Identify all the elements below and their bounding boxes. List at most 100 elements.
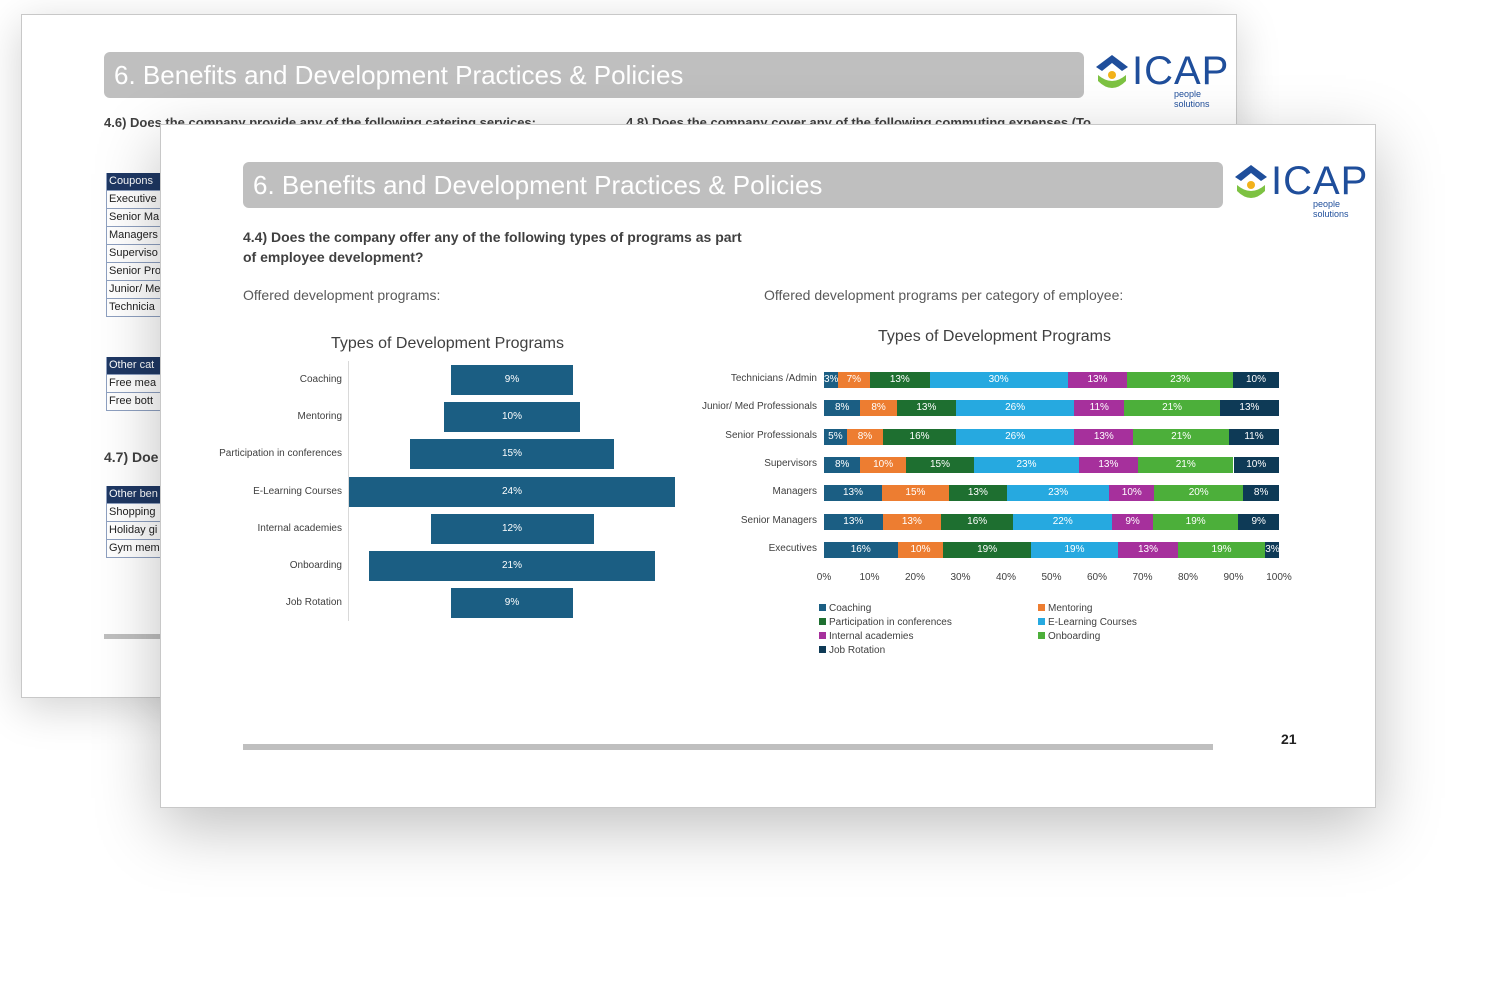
bar-segment: 26% (955, 400, 1075, 417)
legend-label: Internal academies (829, 631, 914, 642)
bar: 9% (450, 588, 574, 619)
bar-segment: 20% (1154, 485, 1244, 502)
x-tick-label: 100% (1266, 572, 1292, 583)
logo-subtitle: people solutions (1313, 199, 1349, 219)
bar-segment: 9% (1112, 513, 1153, 530)
left-chart-label: Offered development programs: (243, 287, 441, 303)
bar: 21% (369, 551, 655, 581)
bar-category-label: Participation in conferences (219, 448, 342, 460)
bar-segment: 19% (943, 541, 1031, 558)
left-chart: Coaching 9% Mentoring 10% Participation in c… (161, 125, 1375, 807)
legend-label: Onboarding (1048, 631, 1101, 642)
left-chart-axis (348, 361, 349, 621)
bar-segment: 13% (1067, 372, 1128, 388)
bar-segment: 3% (1265, 541, 1279, 558)
bar-segment: 8% (846, 428, 884, 445)
bar-segment: 13% (896, 400, 956, 417)
left-chart-title: Types of Development Programs (331, 335, 564, 352)
legend-label: Job Rotation (829, 645, 886, 656)
legend-item: Mentoring (1038, 603, 1092, 614)
bar-segment: 15% (881, 485, 949, 502)
bar-segment: 10% (897, 541, 944, 558)
legend-item: E-Learning Courses (1038, 617, 1137, 628)
legend-label: E-Learning Courses (1048, 617, 1137, 628)
bar-segment: 16% (883, 428, 956, 445)
bar: 10% (444, 402, 580, 433)
bar-segment: 8% (824, 456, 861, 473)
back-slide-title: 6. Benefits and Development Practices & … (104, 52, 1084, 98)
bar: 12% (430, 513, 594, 544)
back-logo: ICAP people solutions (1094, 49, 1234, 109)
x-tick-label: 60% (1086, 572, 1107, 583)
bar-segment: 7% (837, 372, 870, 388)
bar-segment: 13% (1118, 541, 1178, 558)
legend-swatch (819, 618, 826, 625)
x-tick-label: 10% (859, 572, 880, 583)
bar: 15% (410, 439, 614, 470)
question-44: 4.4) Does the company offer any of the f… (243, 229, 742, 265)
category-label: Supervisors (764, 457, 817, 469)
x-tick-label: 40% (995, 572, 1016, 583)
bar-segment: 10% (1233, 372, 1279, 388)
bar-segment: 22% (1013, 513, 1113, 530)
bar-segment: 13% (948, 485, 1007, 502)
category-label: Junior/ Med Professionals (701, 401, 817, 413)
bar-segment: 30% (929, 372, 1068, 388)
bar-segment: 13% (869, 372, 930, 388)
legend-swatch (1038, 604, 1045, 611)
x-tick-label: 90% (1223, 572, 1244, 583)
logo-text: ICAP (1271, 159, 1369, 203)
bar-segment: 13% (1078, 456, 1138, 473)
bar-category-label: E-Learning Courses (253, 485, 342, 497)
legend-swatch (1038, 618, 1045, 625)
bar-segment: 11% (1228, 428, 1279, 445)
right-chart-label: Offered development programs per categor… (764, 287, 1124, 303)
bar-segment: 10% (1233, 456, 1279, 473)
category-label: Managers (772, 486, 817, 498)
front-slide: 6. Benefits and Development Practices & … (160, 124, 1376, 808)
bar-segment: 21% (1137, 456, 1234, 473)
logo-subtitle: people solutions (1174, 89, 1210, 109)
x-tick-label: 70% (1132, 572, 1153, 583)
bar-segment: 9% (1238, 513, 1279, 530)
front-logo: ICAP people solutions (1233, 159, 1373, 219)
bar-segment: 21% (1133, 428, 1229, 445)
bar-segment: 21% (1124, 400, 1220, 417)
bar-segment: 23% (1006, 485, 1110, 502)
bar-category-label: Internal academies (257, 522, 343, 534)
legend-swatch (819, 646, 826, 653)
legend-label: Participation in conferences (829, 617, 952, 628)
bar-segment: 23% (974, 456, 1079, 473)
legend-item: Internal academies (819, 631, 914, 642)
bar-category-label: Coaching (299, 374, 342, 385)
x-tick-label: 0% (816, 572, 832, 583)
bar-segment: 19% (1177, 541, 1266, 558)
right-chart-title: Types of Development Programs (878, 328, 1111, 345)
x-tick-label: 20% (904, 572, 925, 583)
bar-segment: 26% (955, 428, 1075, 445)
bar-segment: 11% (1074, 400, 1125, 417)
bar-segment: 8% (860, 400, 897, 417)
category-label: Executives (768, 542, 817, 554)
legend-swatch (819, 632, 826, 639)
footer-line (243, 744, 1213, 750)
bar-segment: 23% (1127, 372, 1234, 388)
page-number: 21 (1281, 731, 1297, 747)
bar-segment: 13% (1219, 400, 1279, 417)
back-question-47: 4.7) Doe (104, 449, 159, 465)
bar-segment: 19% (1152, 513, 1239, 530)
legend-item: Job Rotation (819, 645, 885, 656)
bar-category-label: Mentoring (297, 411, 342, 423)
category-label: Technicians /Admin (730, 373, 817, 384)
legend-swatch (819, 604, 826, 611)
bar-segment: 8% (1243, 485, 1279, 502)
x-tick-label: 80% (1177, 572, 1198, 583)
legend-label: Coaching (829, 603, 872, 614)
bar-segment: 8% (824, 400, 861, 417)
bar-segment: 13% (824, 485, 882, 502)
bar-category-label: Onboarding (289, 560, 342, 571)
x-tick-label: 30% (950, 572, 971, 583)
bar-category-label: Job Rotation (285, 597, 342, 609)
bar-segment: 16% (824, 541, 898, 558)
bar-segment: 3% (824, 372, 838, 388)
